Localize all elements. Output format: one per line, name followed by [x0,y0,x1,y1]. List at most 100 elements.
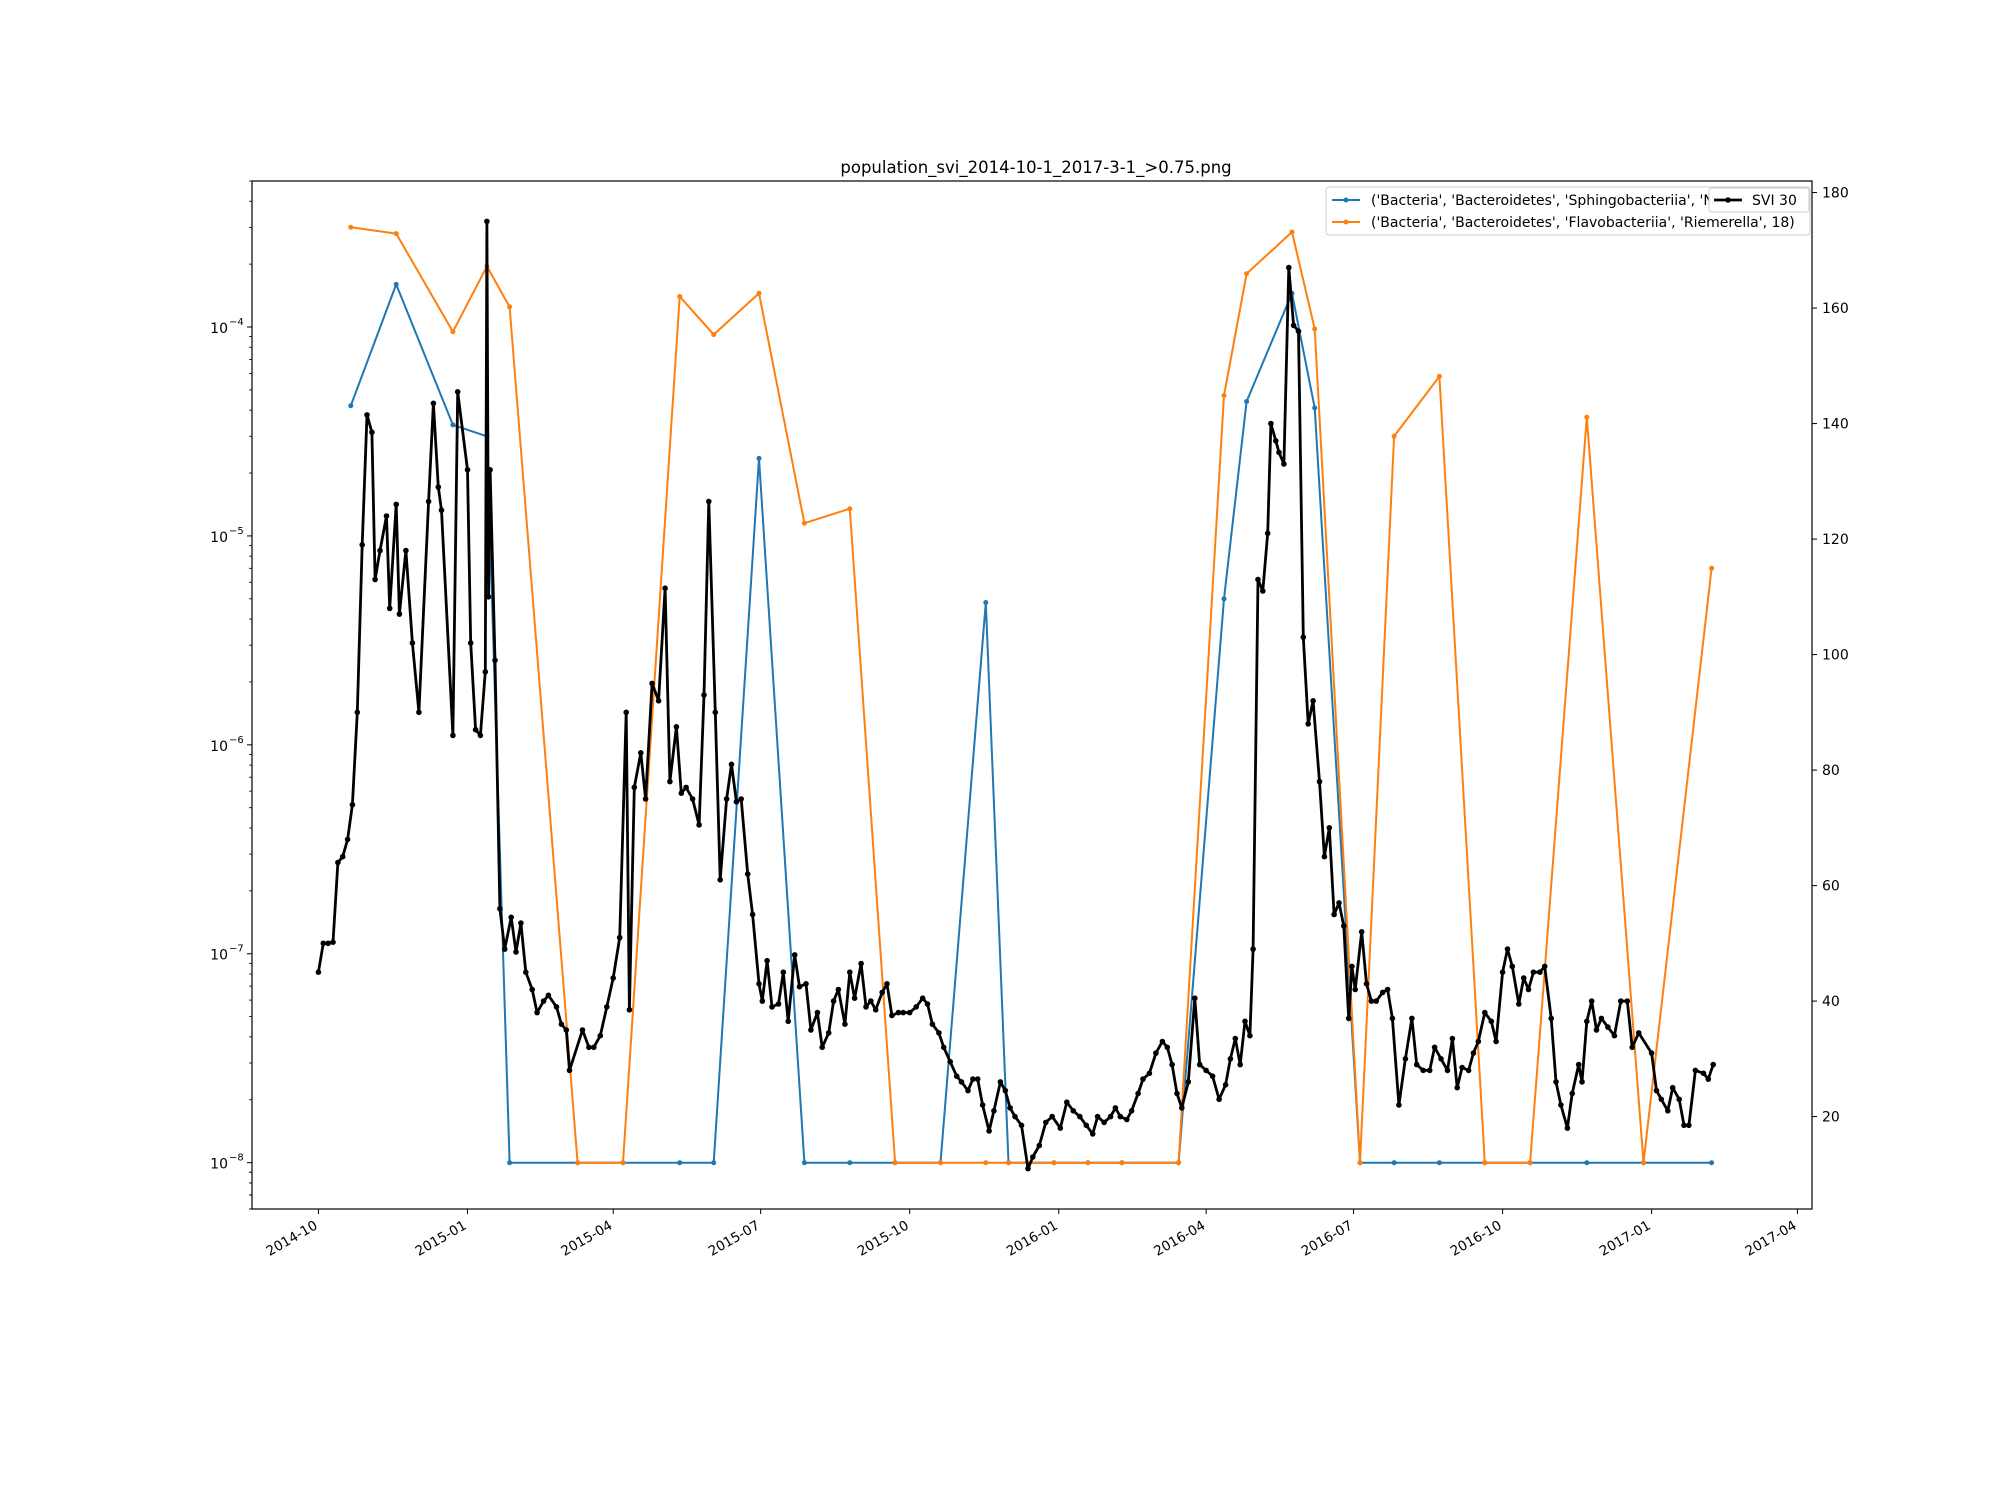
data-point [1676,1096,1682,1103]
data-point [364,412,370,418]
data-point [1426,1067,1433,1074]
data-point [1537,969,1543,975]
data-point [1057,1125,1064,1131]
data-point [1389,1015,1396,1022]
data-point [325,940,331,947]
data-point [1128,1108,1135,1114]
data-point [953,1073,960,1079]
data-point [649,680,655,687]
data-point [662,585,668,591]
data-point [791,952,798,958]
data-point [819,1044,825,1051]
data-point [1244,399,1250,404]
data-point [320,940,327,947]
data-point [1499,969,1506,975]
data-point [1527,1160,1533,1166]
data-point [814,1009,821,1016]
data-point [889,1012,895,1019]
data-point [416,709,422,716]
legend-swatch-marker [1725,197,1731,203]
data-point [642,796,649,802]
data-point [575,1160,581,1166]
data-point [1300,634,1307,640]
data-point [983,1160,989,1166]
legend-right-frame [1708,187,1810,213]
data-point [1482,1160,1488,1166]
data-point [673,724,680,730]
data-point [1070,1108,1077,1114]
data-point [359,542,366,548]
data-point [1064,1099,1070,1105]
y-right-tick-label: 120 [1822,532,1849,548]
data-point [983,600,989,605]
data-point [518,920,524,926]
data-point [835,986,842,993]
data-point [315,969,322,975]
data-point [1575,1061,1582,1068]
legend-left-frame [1325,186,1811,236]
data-point [785,1018,791,1025]
y-right-tick-label: 40 [1822,994,1840,1010]
data-point [1289,229,1295,235]
data-point [1438,1056,1444,1062]
data-point [430,400,437,407]
data-point [507,304,513,310]
x-axis: 2014-10 2015-01 2015-04 2015-07 2015-10 2016-… [264,1209,1799,1260]
data-point [1658,1096,1665,1103]
data-point [1221,393,1227,398]
data-point [1710,1061,1716,1068]
data-point [1624,998,1631,1004]
data-point [847,506,853,512]
data-point [723,796,730,802]
y-left-tick-label: 10 [210,321,228,337]
data-point [895,1009,902,1016]
y-left-tick-exponent: −8 [229,1153,244,1164]
data-point [803,981,809,987]
data-point [1051,1160,1057,1166]
data-point [842,1021,848,1027]
y-left-tick-exponent: −6 [229,735,244,746]
data-point [1247,1032,1253,1039]
data-point [728,761,735,768]
data-point [610,975,616,981]
data-point [997,1079,1004,1085]
data-point [523,969,529,975]
x-tick-label: 2014-10 [264,1218,321,1260]
data-point [1444,1067,1451,1074]
y-right-tick-label: 100 [1822,648,1849,664]
data-point [513,949,519,955]
data-point [1349,963,1355,970]
data-point [830,998,837,1004]
data-point [1548,1015,1554,1022]
data-point [1025,1165,1031,1172]
data-point [553,1004,560,1010]
data-point [604,1004,610,1010]
data-point [372,576,378,583]
data-point [879,989,885,996]
data-point [1558,1102,1564,1108]
data-point [1454,1084,1460,1091]
data-point [1281,461,1287,467]
data-point [1665,1108,1671,1114]
data-point [383,513,390,519]
y-left-tick-label: 10 [210,948,228,964]
data-point [393,281,399,287]
data-point [1112,1105,1119,1111]
data-point [348,224,354,230]
legend-label: SVI 30 [1752,193,1797,209]
data-point [1700,1070,1707,1077]
data-point [1648,1050,1655,1056]
data-point [775,1001,782,1007]
data-point [1196,1061,1203,1068]
data-point [1043,1119,1049,1126]
data-point [1083,1122,1090,1129]
data-point [597,1032,604,1039]
data-point [756,290,762,296]
data-point [979,1102,986,1108]
data-point [540,998,547,1004]
data-point [348,403,354,409]
data-point [1579,1079,1585,1085]
data-point [1264,530,1271,537]
data-point [756,455,762,461]
